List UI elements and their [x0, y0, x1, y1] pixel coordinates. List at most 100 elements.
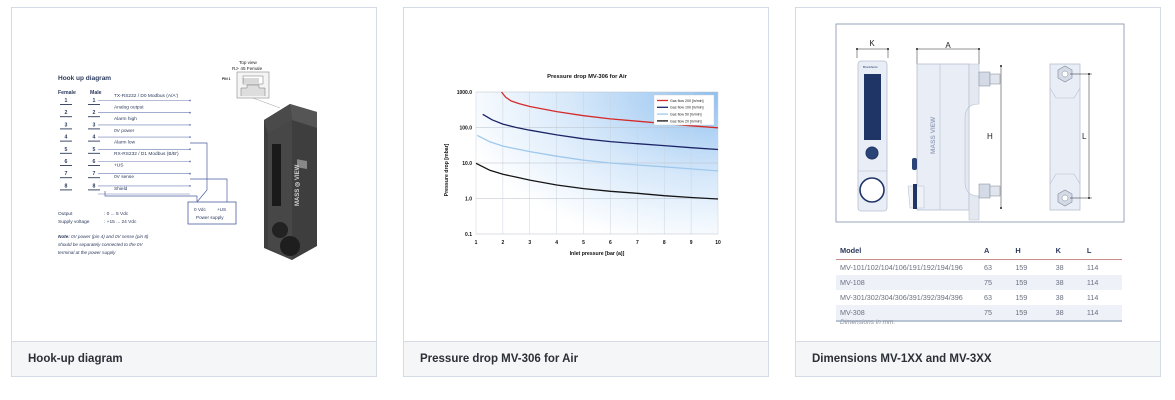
card-dimensions[interactable]: K Bronkhorst A MASS VIEW — [795, 7, 1161, 377]
female-pin-6: 6 — [65, 159, 68, 165]
x-tick-label: 2 — [501, 240, 504, 246]
card-caption[interactable]: Dimensions MV-1XX and MV-3XX — [796, 341, 1160, 376]
dim-label-a: A — [945, 41, 951, 50]
dim-label-k: K — [869, 39, 875, 48]
signal-label: 0V power — [114, 128, 135, 134]
y-axis-ticks: 1000.0 100.0 10.0 1.0 0.1 — [457, 90, 473, 238]
table-cell: MV-301/302/304/306/391/392/394/396 — [840, 293, 963, 302]
male-pin-2: 2 — [93, 110, 96, 116]
dim-label-h: H — [987, 132, 993, 141]
x-tick-label: 3 — [528, 240, 531, 246]
y-tick-label: 1.0 — [465, 196, 472, 202]
col-header-a: A — [980, 243, 1012, 260]
legend-label: Gas flow 20 [ln/min] — [670, 119, 702, 123]
female-label: Female — [58, 90, 76, 96]
top-view-label: Top view — [239, 60, 258, 65]
spec-output-value: : 0 ... 5 Vdc — [104, 211, 129, 217]
x-tick-label: 10 — [715, 240, 721, 246]
table-cell: 63 — [984, 263, 992, 272]
x-tick-label: 4 — [555, 240, 558, 246]
spec-output-label: Output — [58, 211, 73, 217]
signal-labels: TX-RS232 / D0 Modbus (A/A') Analog output… — [114, 93, 179, 192]
spec-supply-value: : +15 ... 24 Vdc — [104, 219, 137, 225]
pressure-drop-image[interactable]: Pressure drop MV-306 for Air 1000.0 100.0… — [404, 8, 768, 344]
pin-rows: 1 1 2 2 3 3 4 4 5 5 6 6 7 7 8 8 — [60, 98, 191, 195]
x-tick-label: 6 — [609, 240, 612, 246]
table-row: MV-108 75 159 38 114 — [836, 275, 1122, 290]
male-label: Male — [90, 90, 102, 96]
spec-supply-label: Supply voltage — [58, 219, 90, 225]
card-caption[interactable]: Pressure drop MV-306 for Air — [404, 341, 768, 376]
male-pin-6: 6 — [93, 159, 96, 165]
legend-label: Gas flow 200 [ln/min] — [670, 99, 704, 103]
table-cell: 38 — [1055, 263, 1064, 272]
signal-label: TX-RS232 / D0 Modbus (A/A') — [114, 93, 179, 99]
table-cell: 159 — [1015, 263, 1028, 272]
male-pin-8: 8 — [93, 183, 96, 189]
table-cell: 38 — [1051, 275, 1083, 290]
table-cell: 75 — [980, 275, 1012, 290]
female-pin-5: 5 — [65, 147, 68, 153]
table-row: MV-301/302/304/306/391/392/394/396 63 159 3… — [836, 290, 1122, 305]
table-row: MV-308 75 159 38 114 — [836, 305, 1122, 322]
front-view-device: K Bronkhorst — [856, 39, 889, 212]
signal-label: +US — [114, 163, 123, 169]
mass-view-device-image: MASS ◎ VIEW — [264, 104, 317, 260]
signal-label: Shield — [114, 186, 128, 192]
col-header-l: L — [1082, 243, 1122, 260]
female-pin-1: 1 — [65, 98, 68, 104]
signal-label: Alarm low — [114, 139, 136, 145]
dimensions-drawing: K Bronkhorst A MASS VIEW — [835, 23, 1125, 223]
male-pin-5: 5 — [93, 147, 96, 153]
side-view-device: A MASS VIEW H — [907, 41, 1002, 221]
table-cell: 159 — [1011, 275, 1052, 290]
note-line-3: terminal at the power supply — [58, 250, 116, 255]
x-axis-label: Inlet pressure [bar (a)] — [570, 251, 625, 257]
series-line-3 — [475, 162, 719, 200]
table-cell: 63 — [984, 293, 992, 302]
series-line-1 — [482, 113, 719, 151]
dimensions-image[interactable]: K Bronkhorst A MASS VIEW — [796, 8, 1160, 344]
table-cell: 114 — [1082, 275, 1122, 290]
legend-label: Gas flow 100 [ln/min] — [670, 106, 704, 110]
card-caption[interactable]: Hook-up diagram — [12, 341, 376, 376]
diagram-title: Hook up diagram — [58, 75, 111, 82]
card-hookup-diagram[interactable]: Hook up diagram Female Male 1 1 2 2 3 3 4 4 5 5 6 6… — [11, 7, 377, 377]
y-tick-label: 1000.0 — [457, 90, 473, 96]
female-pin-2: 2 — [65, 110, 68, 116]
pressure-drop-chart: Pressure drop MV-306 for Air 1000.0 100.0… — [444, 74, 721, 257]
hookup-diagram-figure: Hook up diagram Female Male 1 1 2 2 3 3 4 4 5 5 6 6… — [58, 60, 317, 260]
female-pin-7: 7 — [65, 171, 68, 177]
series-lines — [475, 91, 719, 200]
y-axis-label: Pressure drop [mbar] — [444, 143, 450, 196]
chart-title: Pressure drop MV-306 for Air — [547, 74, 627, 80]
power-supply-us: +US — [217, 207, 226, 212]
x-tick-label: 9 — [690, 240, 693, 246]
dimensions-table: Model A H K L MV-101/102/104/106/191/192… — [836, 243, 1122, 322]
rj45-label: RJ- 45 Female — [232, 66, 263, 71]
power-supply-label: Power supply — [196, 215, 224, 220]
chart-legend: Gas flow 200 [ln/min] Gas flow 100 [ln/mi… — [653, 94, 715, 126]
dimensions-note: Dimensions in mm. — [840, 319, 896, 326]
pin1-label: PIN 1 — [222, 77, 231, 81]
rj45-connector-icon — [236, 71, 281, 109]
x-tick-label: 5 — [582, 240, 585, 246]
y-tick-label: 100.0 — [459, 125, 472, 131]
male-pin-3: 3 — [93, 122, 96, 128]
table-cell: 159 — [1015, 293, 1028, 302]
signal-label: Alarm high — [114, 116, 137, 122]
female-pin-8: 8 — [65, 183, 68, 189]
table-cell: MV-108 — [836, 275, 980, 290]
col-header-k: K — [1051, 243, 1083, 260]
signal-label: RX-RS232 / D1 Modbus (B/B') — [114, 151, 179, 157]
signal-label: 0V sense — [114, 174, 134, 180]
table-cell: 114 — [1086, 263, 1099, 272]
x-axis-ticks: 1 2 3 4 5 6 7 8 9 10 — [475, 240, 721, 246]
hookup-diagram-image[interactable]: Hook up diagram Female Male 1 1 2 2 3 3 4 4 5 5 6 6… — [12, 8, 376, 344]
y-tick-label: 0.1 — [465, 232, 472, 238]
signal-label: Analog output — [114, 105, 144, 111]
brand-wordmark: Bronkhorst — [863, 65, 878, 69]
table-row: MV-101/102/104/106/191/192/194/196 63 159 3… — [836, 260, 1122, 276]
x-tick-label: 8 — [663, 240, 666, 246]
card-pressure-drop[interactable]: Pressure drop MV-306 for Air 1000.0 100.0… — [403, 7, 769, 377]
